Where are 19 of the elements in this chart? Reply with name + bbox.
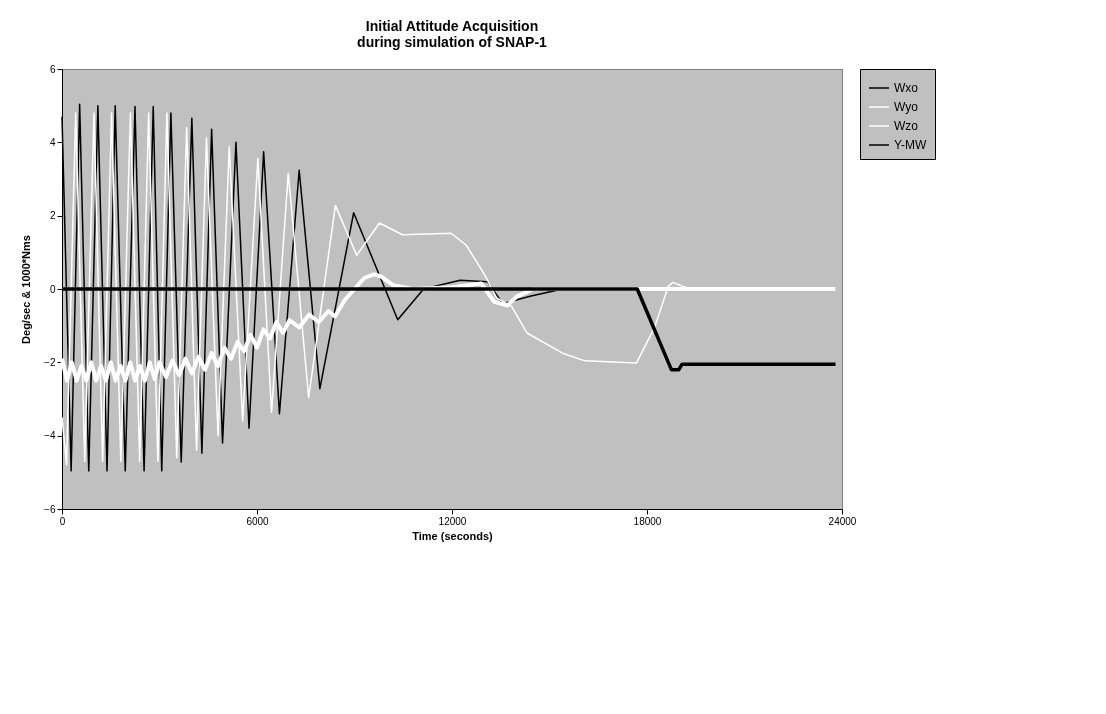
y-axis-title: Deg/sec & 1000*Nms <box>20 235 33 344</box>
x-tick-label: 12000 <box>438 515 467 527</box>
y-tick-label: −4 <box>44 430 56 442</box>
chart-title: Initial Attitude Acquisition during simulation of SNAP-1 <box>357 18 548 50</box>
x-tick-label: 18000 <box>633 515 662 527</box>
legend-label: Y-MW <box>894 138 927 152</box>
y-tick-label: 2 <box>49 210 56 222</box>
legend-label: Wzo <box>894 119 919 133</box>
x-tick-label: 6000 <box>246 515 270 527</box>
y-tick-label: 0 <box>49 283 56 295</box>
x-axis-title: Time (seconds) <box>412 529 494 542</box>
legend-label: Wxo <box>894 81 919 95</box>
legend-label: Wyo <box>894 100 919 114</box>
y-tick-label: 4 <box>49 136 56 148</box>
y-tick-label: 6 <box>49 63 56 75</box>
y-tick-label: −6 <box>44 503 56 515</box>
y-tick-label: −2 <box>44 356 56 368</box>
x-tick-label: 24000 <box>828 515 857 527</box>
x-tick-label: 0 <box>59 515 66 527</box>
